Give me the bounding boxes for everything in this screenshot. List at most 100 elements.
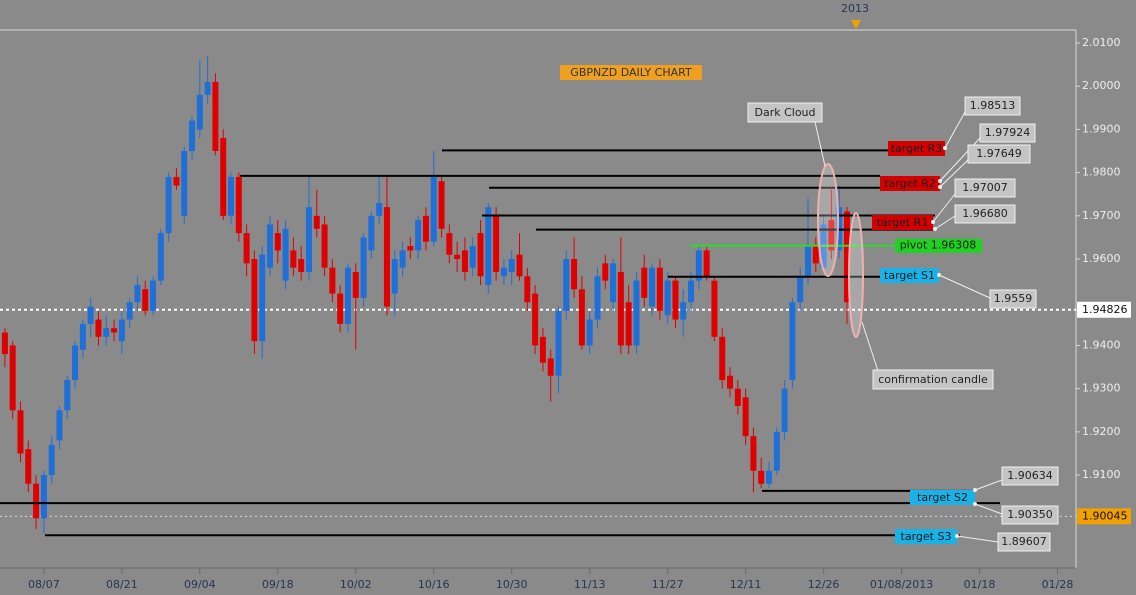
candle-body: [33, 483, 40, 519]
candle-body: [290, 250, 297, 268]
candle-body: [173, 176, 180, 186]
candle-body: [812, 246, 819, 264]
connector: [974, 479, 1003, 491]
candle-body: [243, 233, 250, 264]
highlight-ellipse: [848, 212, 864, 338]
candle-body: [360, 237, 367, 298]
candle-body: [165, 176, 172, 234]
candle-body: [524, 276, 531, 303]
y-tick-label: 2.0000: [1082, 79, 1121, 92]
chart-title: GBPNZD DAILY CHART: [570, 66, 692, 79]
candle-body: [477, 233, 484, 277]
candle-body: [438, 181, 445, 229]
candle-body: [500, 267, 507, 277]
x-tick-label: 12/26: [808, 578, 840, 591]
candle-body: [485, 207, 492, 285]
candle-body: [586, 319, 593, 346]
candle-body: [532, 293, 539, 346]
candle-body: [212, 81, 219, 151]
x-tick-label: 12/11: [730, 578, 762, 591]
candle-body: [56, 410, 63, 441]
candle-body: [766, 470, 773, 484]
connector: [934, 215, 956, 230]
level-callout-box: [954, 204, 1016, 224]
candle-body: [610, 263, 617, 303]
candle-body: [282, 228, 289, 281]
candle-body: [555, 310, 562, 376]
level-tag: target S2: [917, 491, 968, 504]
level-tag: target R1: [877, 216, 929, 229]
level-tag-box: [888, 141, 945, 156]
pivot-box: [895, 238, 982, 253]
candle-body: [344, 267, 351, 324]
candle-body: [220, 138, 227, 216]
y-tick-label: 1.9200: [1082, 425, 1121, 438]
candle-body: [259, 254, 266, 342]
candle-body: [594, 276, 601, 320]
candle-body: [656, 267, 663, 311]
annotation-box: [747, 102, 823, 123]
connector-dot: [931, 220, 935, 224]
level-callout-box: [979, 123, 1036, 143]
level-tag: target S1: [884, 269, 935, 282]
connector-dot: [937, 273, 941, 277]
candle-body: [672, 280, 679, 320]
connector: [938, 274, 991, 299]
candle-body: [251, 259, 258, 342]
candle-body: [189, 120, 196, 151]
connector: [974, 503, 1003, 515]
candle-body: [578, 289, 585, 346]
candle-body: [376, 202, 383, 216]
connector-dot: [938, 179, 942, 183]
candle-body: [422, 215, 429, 242]
candle-body: [111, 328, 118, 333]
level-callout: 1.90350: [1007, 508, 1053, 521]
connector: [814, 121, 826, 167]
candle-body: [773, 431, 780, 471]
candle-body: [352, 271, 359, 298]
level-callout-box: [1001, 466, 1059, 486]
candle-body: [64, 380, 71, 411]
candle-body: [150, 280, 157, 311]
candle-body: [843, 211, 850, 303]
candle-body: [181, 150, 188, 216]
y-tick-label: 1.9100: [1082, 468, 1121, 481]
candle-body: [789, 302, 796, 381]
candle-body: [142, 289, 149, 311]
candle-body: [157, 233, 164, 281]
level-callout-box: [1001, 505, 1059, 525]
candle-body: [508, 259, 515, 272]
candle-body: [711, 280, 718, 337]
candle-body: [695, 250, 702, 281]
price-label-box: [1077, 301, 1131, 318]
year-marker: 2013: [841, 2, 869, 15]
price-label: 1.90045: [1082, 509, 1128, 522]
annotation: confirmation candle: [878, 373, 988, 386]
candle-body: [329, 267, 336, 294]
connector: [861, 321, 879, 372]
level-callout: 1.98513: [970, 99, 1016, 112]
candle-body: [727, 375, 734, 389]
candle-body: [469, 246, 476, 268]
connector-dot: [938, 185, 942, 189]
candle-body: [267, 224, 273, 268]
level-tag: target R2: [884, 177, 936, 190]
candle-body: [547, 358, 554, 376]
candle-body: [797, 276, 804, 303]
highlight-ellipse: [817, 163, 839, 277]
candle-body: [461, 250, 468, 272]
x-tick-label: 01/18: [964, 578, 996, 591]
candle-body: [305, 207, 312, 272]
level-callout: 1.90634: [1007, 469, 1053, 482]
connector: [932, 193, 956, 223]
y-tick-label: 1.9300: [1082, 382, 1121, 395]
candle-body: [87, 306, 94, 324]
candle-body: [602, 263, 609, 281]
x-tick-label: 09/04: [184, 578, 216, 591]
candle-body: [633, 280, 640, 346]
level-tag-box: [872, 215, 933, 230]
x-tick-label: 01/28: [1042, 578, 1074, 591]
connector-dot: [933, 227, 937, 231]
candle-body: [9, 345, 16, 411]
candle-body: [313, 215, 320, 229]
